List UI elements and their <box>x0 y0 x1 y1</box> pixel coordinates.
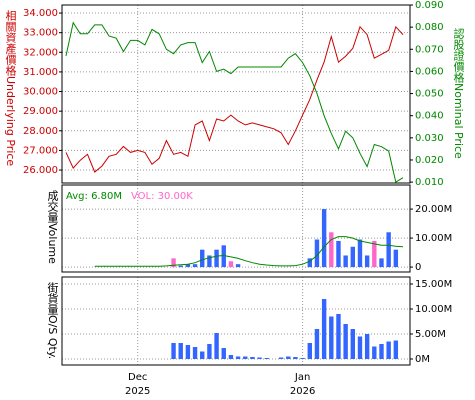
x-tick-year: 2025 <box>125 386 150 397</box>
y-tick-label: 0.010 <box>415 177 444 188</box>
bar <box>178 343 183 359</box>
y-tick-label: 10.00M <box>415 304 452 315</box>
y-tick-label: 0.020 <box>415 155 444 166</box>
y-tick-label: 0.080 <box>415 22 444 33</box>
y-axis-label: 相關資產價格Underlying Price <box>4 10 17 167</box>
y-tick-label: 0M <box>415 354 430 365</box>
y-tick-label: 34.000 <box>23 8 58 19</box>
bar <box>379 258 384 268</box>
bar <box>228 355 234 359</box>
bar <box>314 329 320 359</box>
avg-line <box>94 236 404 267</box>
bar <box>286 356 291 359</box>
panel-frame <box>61 184 411 273</box>
bar <box>207 255 212 268</box>
y-tick-label: 29.000 <box>23 106 58 117</box>
bar <box>228 261 234 268</box>
y-tick-label: 30.000 <box>23 87 58 98</box>
price-line <box>65 21 404 183</box>
bar <box>214 249 219 268</box>
y-tick-label: 20.00M <box>415 204 452 215</box>
bar <box>250 357 255 359</box>
bar <box>321 299 327 359</box>
bar <box>264 358 269 359</box>
bar <box>372 346 377 359</box>
y-tick-label: 0 <box>415 262 421 273</box>
bar <box>329 316 334 359</box>
bar <box>171 343 176 359</box>
bar <box>372 240 377 268</box>
bar <box>243 356 248 359</box>
bar <box>357 239 363 268</box>
panel-frame <box>61 4 411 184</box>
bar <box>221 245 226 268</box>
bar <box>357 336 363 359</box>
bar <box>207 344 212 359</box>
bar <box>257 357 262 359</box>
bar <box>171 258 176 268</box>
x-tick-label: Jan <box>294 372 310 383</box>
y-tick-label: 33.000 <box>23 28 58 39</box>
bar <box>307 258 312 268</box>
y-tick-label: 5.00M <box>415 329 446 340</box>
bar <box>364 255 370 268</box>
avg-label: Avg: 6.80M <box>66 191 122 202</box>
y2-axis-label: 認股證價格Nominal Price <box>452 27 465 159</box>
bar <box>343 255 348 268</box>
price-line <box>65 25 404 173</box>
y-tick-label: 0.070 <box>415 44 444 55</box>
y-tick-label: 0.040 <box>415 111 444 122</box>
bar <box>235 356 241 359</box>
bar <box>214 333 219 359</box>
bar <box>329 232 334 268</box>
y-tick-label: 0.050 <box>415 89 444 100</box>
y-tick-label: 15.00M <box>415 279 452 290</box>
bar <box>336 240 341 268</box>
y-tick-label: 26.000 <box>23 165 58 176</box>
y-tick-label: 0.090 <box>415 0 444 11</box>
y-tick-label: 0.060 <box>415 66 444 77</box>
x-tick-label: Dec <box>128 372 147 383</box>
bar <box>235 264 241 268</box>
bar <box>336 314 341 359</box>
bar <box>393 249 399 268</box>
bar <box>343 324 348 359</box>
bar <box>307 343 312 359</box>
y-axis-label: 成交量Volume <box>46 190 59 264</box>
bar <box>386 232 391 268</box>
bar <box>300 358 305 359</box>
y-tick-label: 28.000 <box>23 126 58 137</box>
bar <box>393 340 399 359</box>
vol-label: VOL: 30.00K <box>131 191 193 202</box>
bar <box>350 329 356 359</box>
y-tick-label: 31.000 <box>23 67 58 78</box>
bar <box>364 334 370 359</box>
bar <box>185 345 191 359</box>
bar <box>192 264 198 268</box>
x-tick-year: 2026 <box>290 386 315 397</box>
bar <box>278 357 284 359</box>
y-tick-label: 32.000 <box>23 47 58 58</box>
y-tick-label: 0.030 <box>415 133 444 144</box>
bar <box>314 239 320 268</box>
y-tick-label: 27.000 <box>23 145 58 156</box>
bar <box>386 341 391 359</box>
bar <box>192 347 198 359</box>
bar <box>200 249 205 268</box>
bar <box>379 344 384 359</box>
bar <box>293 357 298 359</box>
bar <box>200 351 205 359</box>
bar <box>350 246 356 268</box>
y-axis-label: 街貨量O/S Qty. <box>46 281 59 360</box>
bar <box>321 209 327 268</box>
bar <box>178 265 183 268</box>
panel-frame <box>61 276 411 366</box>
bar <box>185 264 191 268</box>
y-tick-label: 10.00M <box>415 233 452 244</box>
bar <box>221 348 226 359</box>
